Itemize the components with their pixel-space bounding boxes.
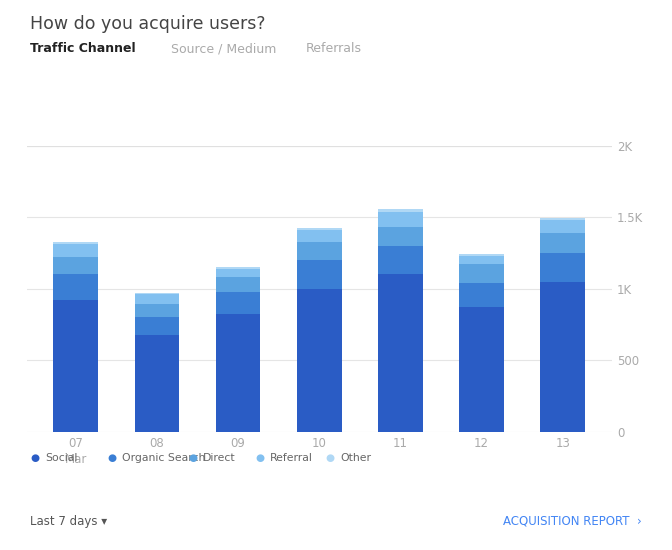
Bar — [378, 227, 423, 246]
Bar — [297, 228, 341, 230]
Bar — [54, 242, 98, 244]
Bar — [54, 257, 98, 274]
Bar — [459, 256, 504, 265]
Text: Social: Social — [45, 453, 77, 463]
Text: ●: ● — [30, 453, 39, 463]
Bar — [54, 244, 98, 257]
Bar — [378, 246, 423, 274]
Bar — [134, 294, 179, 305]
Text: ACQUISITION REPORT  ›: ACQUISITION REPORT › — [503, 515, 642, 528]
Bar — [459, 255, 504, 256]
Bar — [216, 277, 260, 292]
Bar — [459, 307, 504, 432]
Bar — [216, 315, 260, 432]
Bar — [134, 317, 179, 334]
Text: Last 7 days ▾: Last 7 days ▾ — [30, 515, 108, 528]
Bar — [540, 282, 585, 432]
Bar — [540, 218, 585, 220]
Bar — [378, 212, 423, 227]
Bar — [378, 274, 423, 432]
Bar — [54, 274, 98, 300]
Bar — [540, 253, 585, 282]
Text: How do you acquire users?: How do you acquire users? — [30, 15, 265, 34]
Text: ●: ● — [255, 453, 264, 463]
Bar — [459, 283, 504, 307]
Bar — [134, 293, 179, 294]
Text: Source / Medium: Source / Medium — [171, 42, 277, 56]
Bar — [54, 300, 98, 432]
Bar — [216, 267, 260, 269]
Bar — [216, 292, 260, 315]
Bar — [297, 260, 341, 289]
Text: Direct: Direct — [203, 453, 236, 463]
Bar — [540, 233, 585, 253]
Bar — [459, 265, 504, 283]
Bar — [540, 220, 585, 233]
Bar — [134, 305, 179, 317]
Text: Organic Search: Organic Search — [122, 453, 206, 463]
Text: Traffic Channel: Traffic Channel — [30, 42, 136, 56]
Text: Other: Other — [341, 453, 372, 463]
Text: Referral: Referral — [270, 453, 313, 463]
Text: ●: ● — [108, 453, 116, 463]
Bar — [297, 230, 341, 241]
Bar — [378, 210, 423, 212]
Bar — [297, 289, 341, 432]
Bar — [216, 269, 260, 277]
Text: Referrals: Referrals — [306, 42, 362, 56]
Bar — [134, 334, 179, 432]
Text: ●: ● — [326, 453, 335, 463]
Text: ●: ● — [188, 453, 197, 463]
Bar — [297, 241, 341, 260]
